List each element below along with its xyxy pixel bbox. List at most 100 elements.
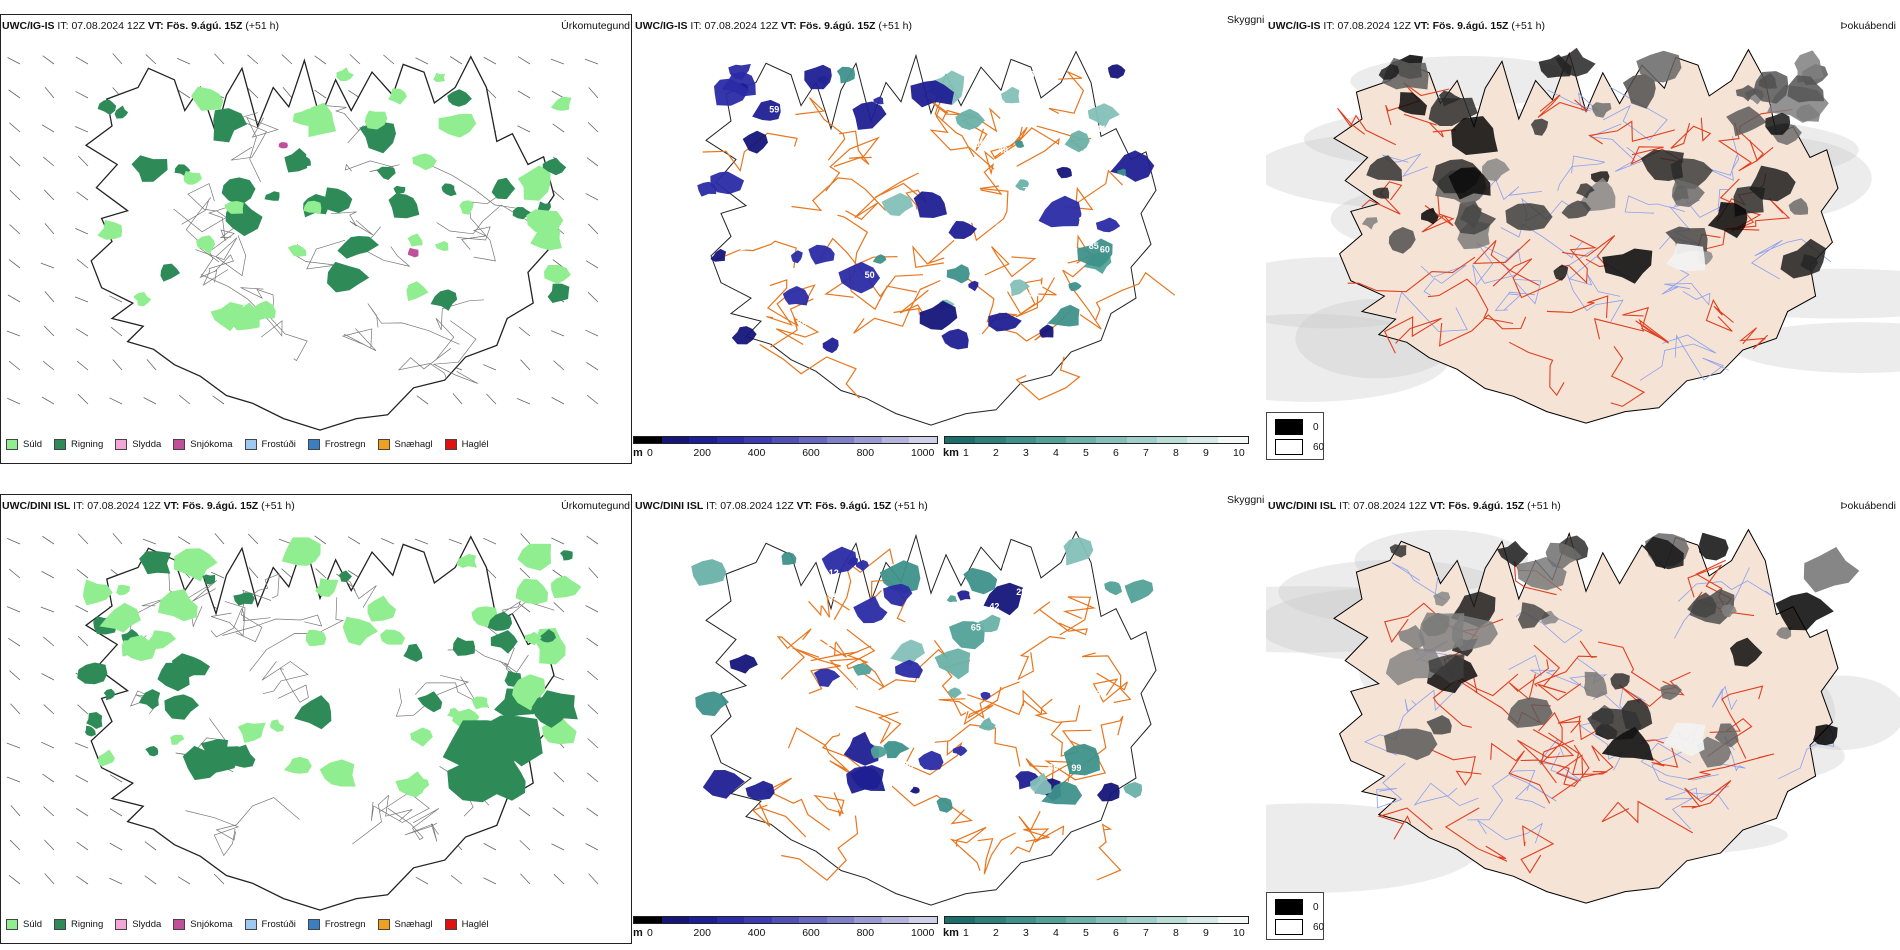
fog-area — [1787, 75, 1824, 103]
precip-area — [319, 759, 356, 787]
wind-barb — [42, 535, 55, 545]
wind-barb — [483, 877, 497, 885]
road-line — [1705, 298, 1734, 332]
legend-label: Slydda — [132, 919, 162, 930]
cloud-base-label: 41 — [1096, 124, 1106, 134]
cloud-base-label: 60 — [818, 135, 828, 145]
wind-barb — [76, 360, 89, 371]
cloud-area — [731, 326, 757, 345]
road-line — [1472, 238, 1540, 286]
fog-area — [1602, 248, 1653, 284]
panel-type-label: Skyggni — [1227, 14, 1265, 26]
cloud-area — [1056, 167, 1072, 179]
precip-legend: Súld Rigning Slydda Snjókoma Frostúði Frostre… — [6, 919, 501, 930]
cloud-base-label: 46 — [788, 179, 798, 189]
precip-area — [164, 694, 199, 720]
cloud-base-label: 50 — [1087, 711, 1097, 721]
wind-barb — [247, 54, 259, 65]
wind-barb — [518, 807, 531, 817]
cloud-base-label: 84 — [1003, 561, 1013, 571]
fog-area — [1505, 203, 1553, 231]
cloud-base-label: 68 — [1122, 648, 1132, 658]
road-line — [261, 661, 309, 695]
precip-area — [86, 712, 103, 729]
legend-swatch — [244, 919, 257, 930]
cloud-area — [1009, 279, 1030, 297]
road-line — [765, 777, 831, 831]
colorbar-segment — [1126, 437, 1158, 443]
precip-area — [430, 289, 458, 311]
cloud-base-label: 57 — [822, 173, 832, 183]
colorbar-segment — [881, 917, 910, 923]
visibility-tick: 6 — [1113, 927, 1119, 939]
road-line — [1015, 277, 1057, 318]
road-line — [904, 741, 963, 776]
road-line — [243, 573, 280, 603]
fog-area — [1366, 155, 1403, 182]
cloud-base-label: 49 — [972, 200, 982, 210]
snow-area — [278, 142, 288, 149]
wind-barb — [585, 329, 599, 337]
cloud-area — [1104, 581, 1122, 596]
fog-area — [1584, 671, 1608, 698]
fog-area — [1421, 207, 1439, 225]
legend-item: Súld — [6, 439, 42, 450]
wind-barb — [314, 55, 327, 65]
road-line — [1537, 94, 1588, 118]
cloud-area — [934, 648, 971, 680]
road-line — [813, 792, 845, 817]
cloud-area — [978, 717, 996, 731]
wind-barb — [177, 57, 191, 65]
wind-barb — [588, 567, 599, 579]
wind-barb — [9, 156, 21, 167]
road-line — [874, 182, 927, 210]
wind-barb — [8, 89, 21, 99]
fog-area — [1687, 592, 1717, 618]
road-line — [1557, 715, 1613, 741]
precip-area — [99, 602, 141, 633]
cloud-area — [883, 741, 910, 759]
precip-area — [376, 166, 396, 180]
visibility-tick: 7 — [1143, 447, 1149, 459]
wind-barb — [482, 364, 497, 371]
cloud-base-label: 37 — [804, 146, 814, 156]
fog-area — [1482, 158, 1510, 182]
wind-barb — [550, 330, 565, 337]
cloud-base-label: 99 — [1071, 763, 1081, 773]
fog-area — [1788, 197, 1809, 215]
road-line — [984, 246, 1037, 278]
wind-barb — [112, 53, 123, 65]
cloud-area — [909, 786, 920, 794]
fog-area — [1765, 112, 1791, 135]
wind-barb — [75, 328, 89, 337]
panel-title: UWC/IG-IS IT: 07.08.2024 12Z VT: Fös. 9.… — [1268, 20, 1545, 32]
precip-area — [133, 291, 152, 307]
road-line — [1092, 672, 1129, 703]
wind-barb — [585, 605, 599, 613]
road-line — [1395, 291, 1468, 332]
cloud-base-label: 50 — [760, 560, 770, 570]
fog-area — [1451, 116, 1498, 155]
wind-barb — [143, 397, 157, 405]
precip-area — [517, 165, 551, 201]
fog-area — [1729, 637, 1763, 667]
cloud-area — [752, 99, 781, 121]
road-line — [1719, 178, 1762, 232]
road-line — [199, 242, 220, 283]
precip-area — [512, 674, 546, 711]
wind-barb — [586, 637, 599, 647]
wind-barb — [42, 55, 55, 65]
colorbar-segment — [799, 917, 827, 923]
legend-swatch — [444, 919, 457, 930]
precip-area — [544, 265, 571, 284]
cloud-area — [1077, 238, 1113, 268]
road-line — [1610, 345, 1646, 407]
cloud-base-label: 81 — [952, 320, 962, 330]
wind-barb — [520, 873, 531, 885]
wind-barb — [587, 121, 599, 133]
precip-area — [541, 715, 577, 745]
road-line — [766, 284, 816, 327]
wind-barb — [44, 291, 55, 303]
precip-area — [550, 96, 572, 111]
precip-map-frame — [0, 14, 632, 464]
